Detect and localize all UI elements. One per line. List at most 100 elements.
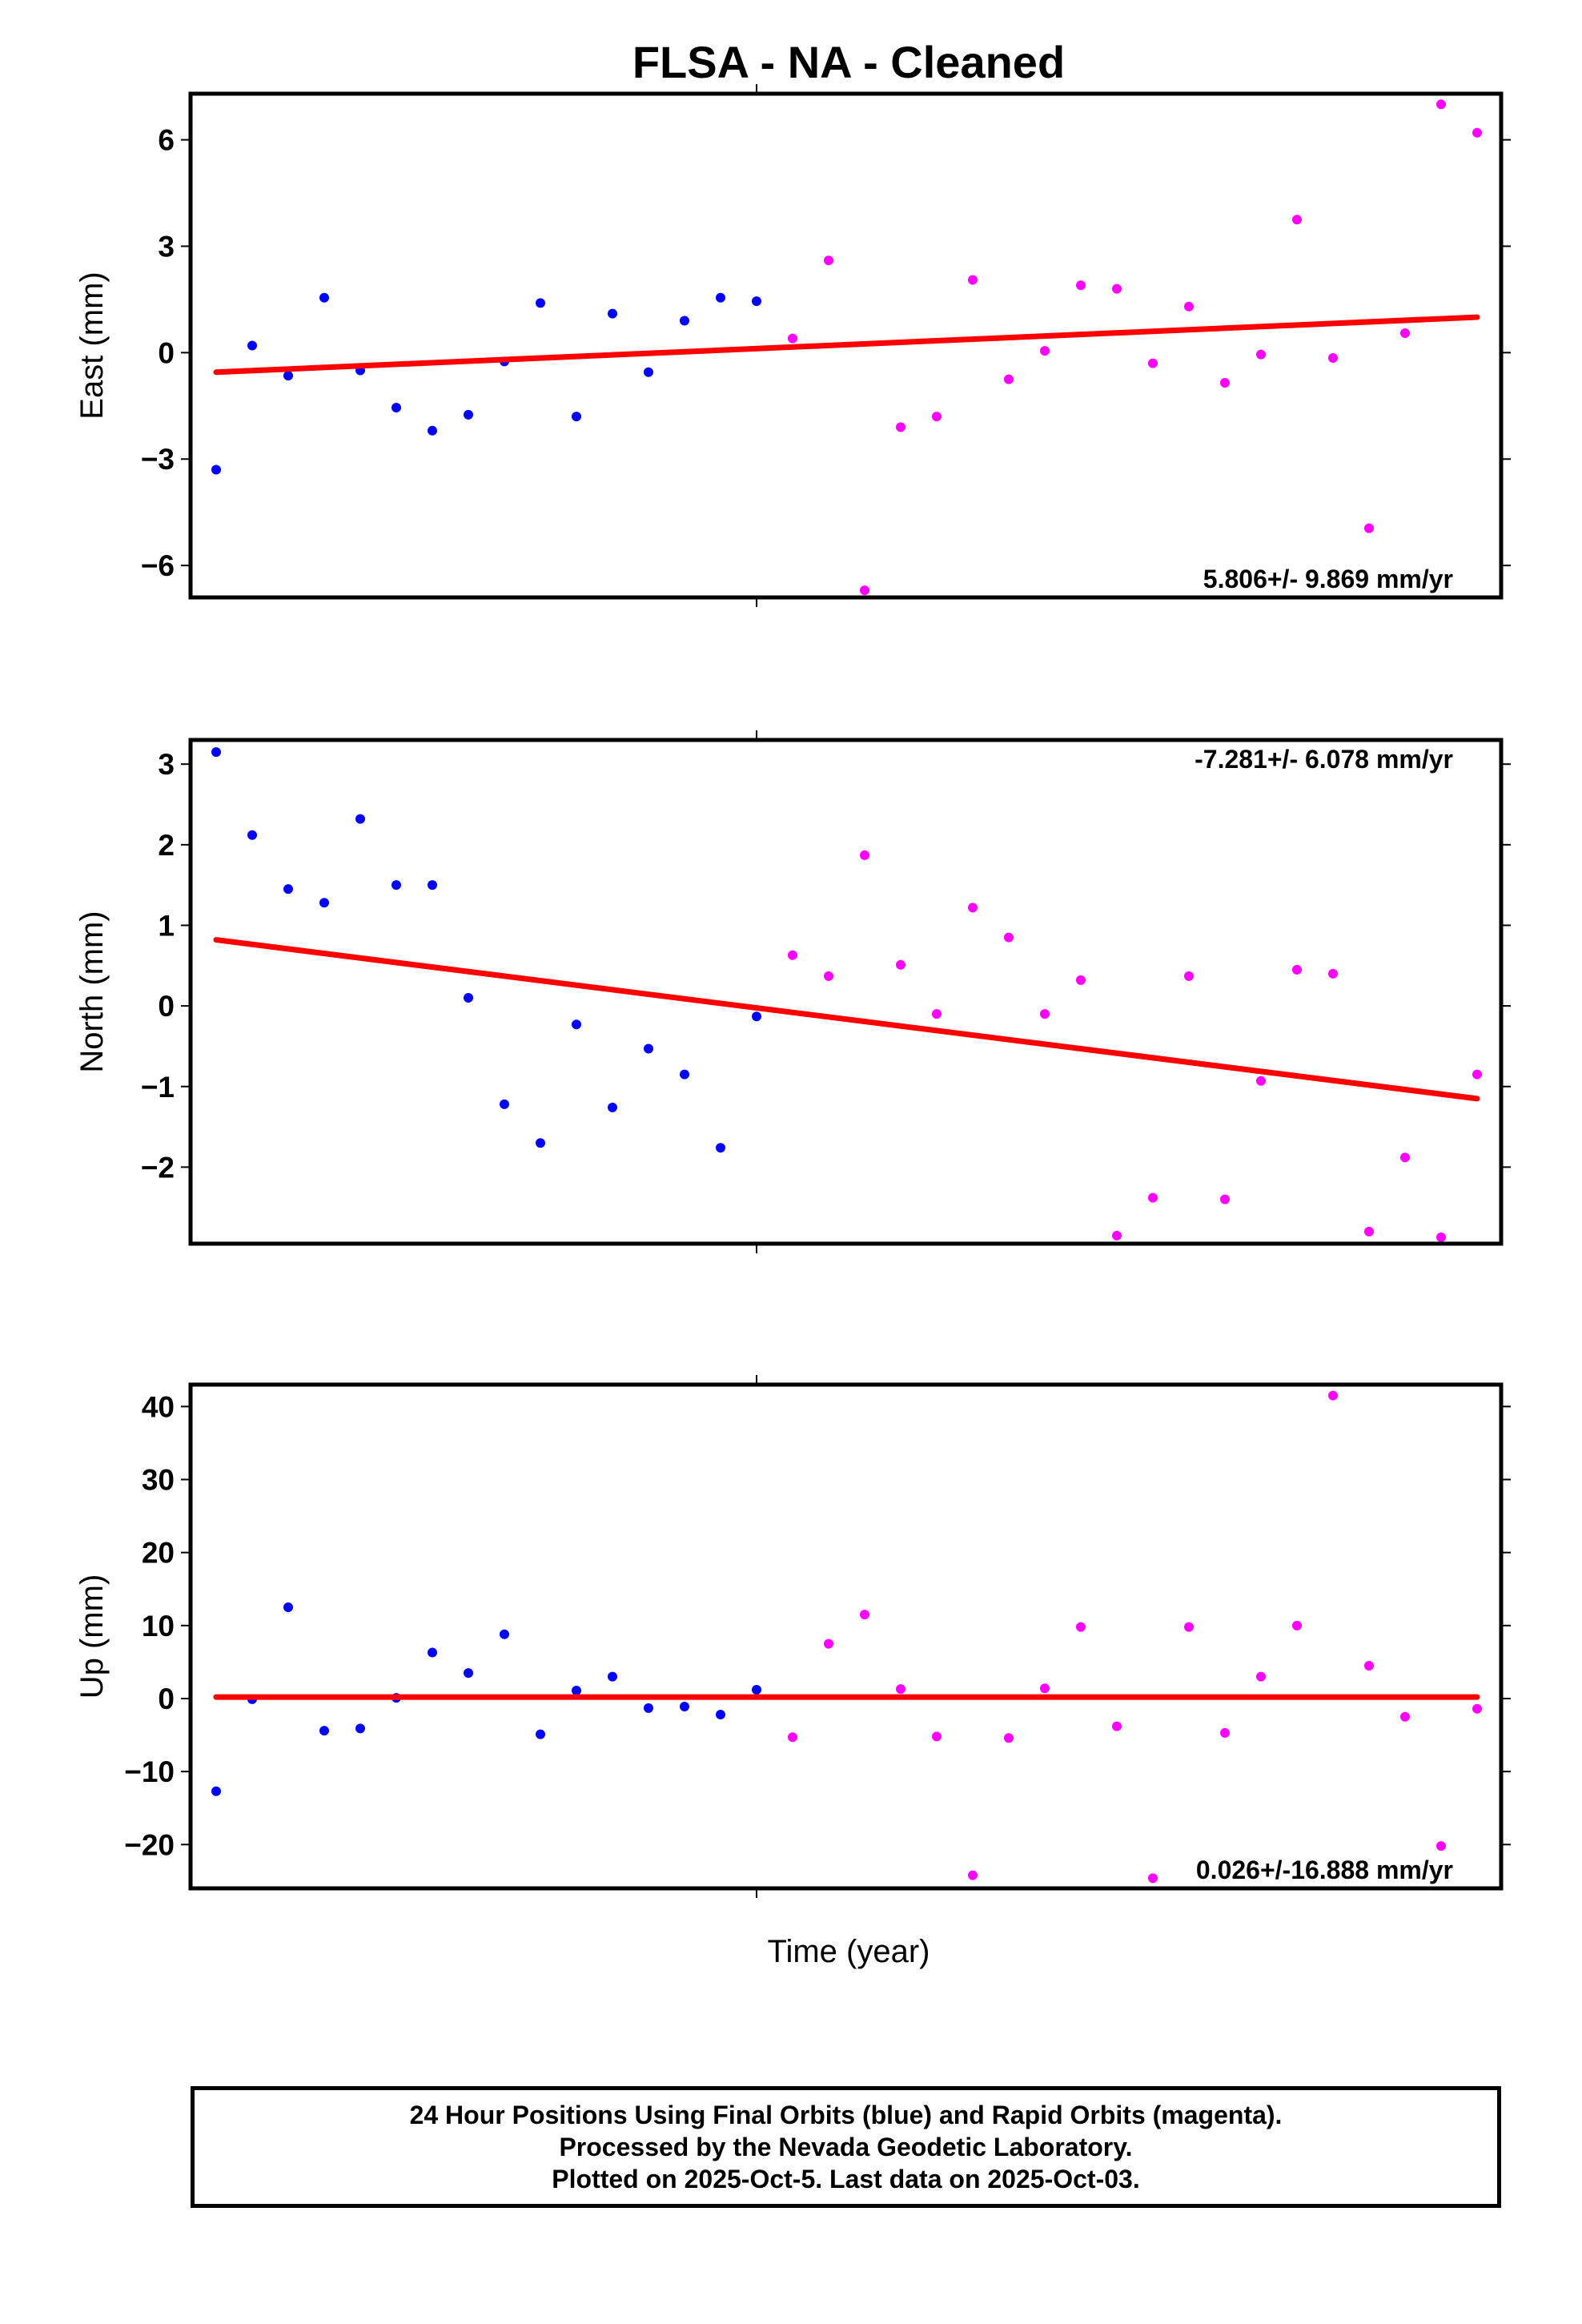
up-ytick-label: 40 [142, 1390, 175, 1423]
up-final-point [752, 1685, 761, 1695]
north-rapid-point [1112, 1230, 1122, 1240]
caption-line-1: 24 Hour Positions Using Final Orbits (bl… [409, 2101, 1283, 2129]
up-ytick-label: −10 [124, 1755, 175, 1788]
north-rapid-point [932, 1009, 942, 1019]
east-final-point [211, 464, 221, 475]
east-rapid-point [1364, 523, 1374, 533]
up-final-point [283, 1602, 293, 1613]
east-final-point [319, 292, 329, 303]
north-final-point [464, 993, 473, 1003]
north-final-point [536, 1138, 545, 1148]
up-final-point [572, 1685, 581, 1695]
east-final-point [716, 292, 725, 303]
north-rapid-point [1076, 975, 1086, 985]
east-rapid-point [824, 255, 833, 266]
east-final-point [680, 316, 689, 326]
north-final-point [644, 1043, 653, 1054]
north-ytick-label: 0 [158, 990, 175, 1023]
up-plot-frame [188, 1382, 1504, 1891]
east-ytick-label: 3 [158, 230, 175, 263]
north-final-point [608, 1102, 617, 1112]
east-final-point [428, 425, 437, 436]
east-rapid-point [1292, 215, 1302, 225]
north-rapid-point [1292, 964, 1302, 975]
east-rapid-point [896, 422, 905, 432]
up-rapid-point [824, 1638, 833, 1649]
east-rapid-point [1256, 349, 1266, 360]
east-panel: 6 3 0 −3 −6 East (mm) 5.806+/- 9.869 mm/yr [74, 84, 1511, 607]
up-rapid-point [1004, 1733, 1014, 1743]
up-final-point [644, 1703, 653, 1713]
north-rapid-point [1364, 1226, 1374, 1236]
up-ytick-label: −20 [124, 1828, 175, 1861]
up-rapid-point [1400, 1711, 1410, 1722]
east-rapid-point [1436, 99, 1446, 110]
east-rapid-point [1220, 378, 1230, 388]
east-final-point [536, 298, 545, 308]
east-rapid-point [1328, 353, 1338, 364]
east-final-point [572, 412, 581, 422]
east-rapid-point [1004, 374, 1014, 384]
east-rate-label: 5.806+/- 9.869 mm/yr [1203, 565, 1453, 593]
north-rapid-point [1004, 932, 1014, 943]
east-rapid-point [860, 585, 869, 596]
up-rapid-point [1220, 1727, 1230, 1738]
east-ytick-label: −3 [141, 443, 175, 476]
up-final-point [211, 1786, 221, 1796]
north-ytick-label: 2 [158, 829, 175, 862]
north-final-point [355, 814, 365, 824]
north-rate-label: -7.281+/- 6.078 mm/yr [1195, 745, 1453, 774]
north-final-point [680, 1069, 689, 1080]
north-rapid-point [1400, 1152, 1410, 1163]
north-final-point [716, 1143, 725, 1153]
up-rate-label: 0.026+/-16.888 mm/yr [1196, 1856, 1453, 1884]
up-final-point [716, 1710, 725, 1720]
north-final-point [283, 884, 293, 895]
up-panel: 40 30 20 10 0 −10 −20 Up (mm) 0.026+/-16.888 mm/… [74, 1375, 1511, 1898]
up-rapid-point [1112, 1721, 1122, 1731]
up-final-point [428, 1647, 437, 1658]
east-rapid-point [1112, 283, 1122, 294]
north-rapid-point [1220, 1194, 1230, 1204]
up-rapid-point [1292, 1620, 1302, 1630]
east-rapid-point [1400, 328, 1410, 338]
north-final-point [211, 747, 221, 758]
up-final-point [464, 1668, 473, 1679]
north-rapid-point [1040, 1009, 1050, 1019]
east-final-point [283, 371, 293, 381]
up-rapid-point [1256, 1671, 1266, 1682]
east-final-point [608, 308, 617, 319]
up-rapid-point [1436, 1841, 1446, 1852]
north-rapid-point [788, 950, 797, 960]
up-final-point [536, 1729, 545, 1739]
east-rapid-point [1184, 301, 1194, 312]
east-final-point [644, 367, 653, 377]
up-rapid-point [968, 1870, 978, 1880]
east-rapid-point [968, 275, 978, 285]
up-final-point [680, 1702, 689, 1712]
north-final-point [752, 1011, 761, 1022]
north-rapid-point [1472, 1069, 1482, 1080]
north-plot-frame [188, 738, 1504, 1246]
up-ytick-label: 10 [142, 1610, 175, 1642]
north-final-point [247, 830, 257, 840]
north-rapid-point [860, 850, 869, 860]
north-rapid-point [968, 903, 978, 913]
north-trend-line [213, 937, 1480, 1102]
up-final-point [355, 1723, 365, 1734]
up-rapid-point [1184, 1622, 1194, 1632]
up-ytick-label: 0 [158, 1683, 175, 1715]
north-rapid-point [896, 959, 905, 970]
up-rapid-point [1364, 1660, 1374, 1671]
up-rapid-point [788, 1732, 797, 1743]
north-final-point [428, 880, 437, 891]
caption-line-2: Processed by the Nevada Geodetic Laborat… [559, 2133, 1133, 2161]
east-plot-frame [188, 91, 1504, 600]
east-y-axis-title: East (mm) [74, 271, 110, 419]
east-trend-line [213, 314, 1480, 376]
north-rapid-point [1256, 1076, 1266, 1086]
up-rapid-point [1472, 1703, 1482, 1714]
north-ytick-label: 3 [158, 748, 175, 781]
east-ytick-label: 6 [158, 124, 175, 157]
up-ytick-label: 20 [142, 1537, 175, 1570]
